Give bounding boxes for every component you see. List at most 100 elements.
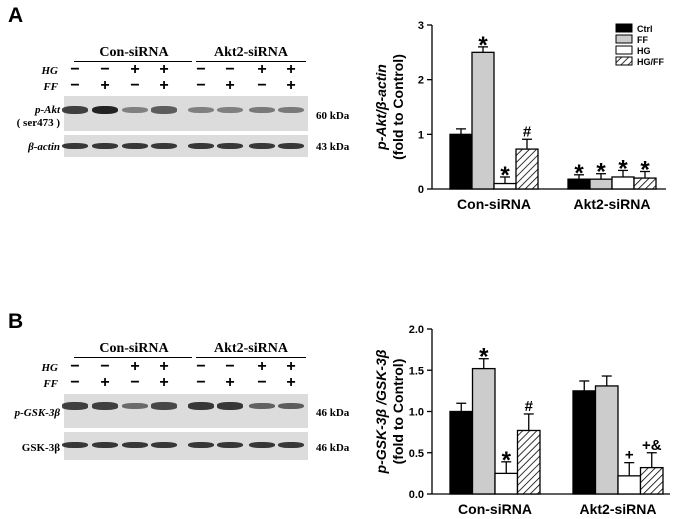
bar-ctrl-akt2-sirna [572,390,597,495]
blot-label-p-gsk3b: p-GSK-3β [14,407,60,419]
blot-label-gsk3b: GSK-3β [21,442,60,454]
legend-entry: HG/FF [637,57,664,67]
blot-band-2-lane-1 [62,441,88,449]
blot-band-2-lane-8 [278,441,304,449]
condition-sign-ff-lane-3: − [130,374,140,391]
condition-sign-ff-lane-1: − [70,77,80,94]
condition-sign-ff-lane-2: + [100,374,110,391]
bar-ff-con-sirna [471,367,496,495]
group-label-akt2-sirna-b: Akt2-siRNA [214,341,288,356]
x-category-label: Akt2-siRNA [579,501,656,517]
condition-sign-ff-lane-6: + [225,374,235,391]
y-tick-label: 0.0 [409,489,424,501]
significance-mark: # [525,398,534,415]
condition-sign-ff-lane-5: − [196,374,206,391]
blot-band-2-lane-1 [62,142,88,150]
condition-sign-hg-lane-6: − [225,358,235,375]
condition-sign-hg-lane-8: + [286,358,296,375]
condition-sign-hg-lane-1: − [70,61,80,78]
group-rule-akt2-b [196,357,306,358]
kda-label-beta-actin: 43 kDa [316,141,350,153]
condition-sign-hg-lane-8: + [286,61,296,78]
legend-swatch [615,23,633,33]
blot-band-2-lane-5 [188,142,214,150]
group-label-con-sirna-b: Con-siRNA [99,341,169,356]
bar-hg-ff-con-sirna [516,429,541,495]
significance-mark: +& [642,437,662,454]
significance-mark: * [500,162,510,189]
significance-mark: + [625,447,634,464]
blot-band-2-lane-3 [122,441,148,449]
blot-band-1-lane-5 [188,402,214,410]
blot-band-1-lane-8 [278,106,304,114]
condition-sign-ff-lane-2: + [100,77,110,94]
significance-mark: * [478,32,488,59]
bar-ctrl-con-sirna [449,133,473,190]
blot-band-2-lane-7 [249,142,275,150]
group-label-con-sirna-a: Con-siRNA [99,45,169,60]
blot-band-1-lane-6 [217,402,243,410]
y-tick-label: 2.0 [409,324,424,336]
y-axis-label-line1: p-GSK-3β /GSK-3β [373,349,389,474]
bar-ctrl-con-sirna [449,410,474,495]
y-axis-label-line1: p-Akt/β-actin [373,64,389,151]
condition-label-ff-b: FF [43,378,58,390]
blot-band-1-lane-2 [92,402,118,410]
y-tick-label: 2 [418,75,424,87]
condition-sign-ff-lane-7: − [257,77,267,94]
condition-sign-hg-lane-1: − [70,358,80,375]
y-tick-label: 1 [418,129,424,141]
group-rule-akt2-a [196,61,306,62]
x-category-label: Akt2-siRNA [573,196,650,212]
y-axis-label-line2: (fold to Control) [390,359,406,465]
condition-sign-ff-lane-1: − [70,374,80,391]
blot-band-1-lane-3 [122,106,148,114]
blot-band-1-lane-8 [278,402,304,410]
blot-band-1-lane-5 [188,106,214,114]
blot-band-1-lane-1 [62,402,88,410]
bar-ff-con-sirna [471,51,495,190]
condition-label-hg-b: HG [41,362,59,374]
y-tick-label: 1.5 [409,365,424,377]
condition-sign-hg-lane-2: − [100,358,110,375]
condition-sign-ff-lane-5: − [196,77,206,94]
panel-letter-a: A [8,4,24,27]
x-category-label: Con-siRNA [458,501,532,517]
legend-swatch [615,45,633,55]
group-label-akt2-sirna-a: Akt2-siRNA [214,45,288,60]
blot-band-1-lane-3 [122,402,148,410]
significance-mark: * [574,160,584,187]
blot-strip-p-gsk3b [64,394,308,428]
significance-mark: # [523,123,532,140]
legend-entry: FF [637,35,648,45]
y-tick-label: 3 [418,20,424,32]
legend-entry: HG [637,46,651,56]
condition-sign-hg-lane-4: + [159,358,169,375]
blot-band-2-lane-2 [92,142,118,150]
bar-hg-ff-con-sirna [515,148,539,190]
significance-mark: * [596,159,606,186]
blot-band-2-lane-4 [151,142,177,150]
condition-sign-ff-lane-4: + [159,77,169,94]
blot-band-2-lane-4 [151,441,177,449]
blot-label-p-akt: p-Akt ( ser473 ) [6,104,60,130]
panel-letter-b: B [8,310,24,333]
condition-sign-hg-lane-7: + [257,358,267,375]
condition-sign-ff-lane-8: + [286,374,296,391]
blot-band-1-lane-4 [151,402,177,410]
condition-sign-ff-lane-3: − [130,77,140,94]
x-category-label: Con-siRNA [457,196,531,212]
condition-sign-hg-lane-4: + [159,61,169,78]
blot-label-p-akt-line1: p-Akt [34,104,60,116]
condition-sign-hg-lane-5: − [196,358,206,375]
condition-sign-ff-lane-6: + [225,77,235,94]
blot-band-2-lane-5 [188,441,214,449]
condition-sign-hg-lane-2: − [100,61,110,78]
kda-label-p-akt: 60 kDa [316,110,350,122]
blot-band-1-lane-7 [249,106,275,114]
condition-sign-ff-lane-4: + [159,374,169,391]
significance-mark: * [479,344,489,371]
legend-entry: Ctrl [637,24,653,34]
blot-band-1-lane-4 [151,106,177,114]
blot-band-1-lane-1 [62,105,88,115]
